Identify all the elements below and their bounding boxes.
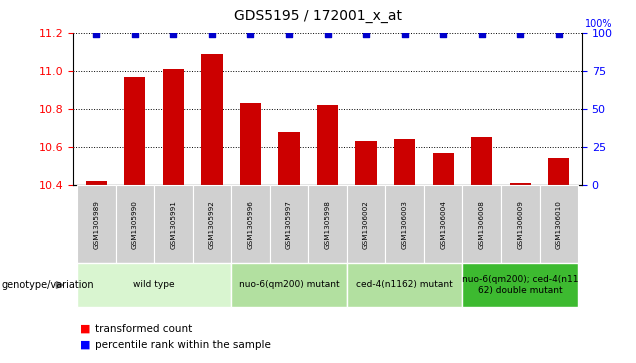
Text: ■: ■ <box>80 323 90 334</box>
Point <box>130 31 140 37</box>
Text: GSM1305992: GSM1305992 <box>209 200 215 249</box>
Text: GSM1306003: GSM1306003 <box>401 200 408 249</box>
Text: GSM1305997: GSM1305997 <box>286 200 292 249</box>
Point <box>438 31 448 37</box>
Point <box>245 31 256 37</box>
Point <box>91 31 101 37</box>
Text: ced-4(n1162) mutant: ced-4(n1162) mutant <box>356 281 453 289</box>
Bar <box>548 159 569 185</box>
Point <box>169 31 179 37</box>
Text: GSM1305996: GSM1305996 <box>247 200 254 249</box>
Point <box>399 31 410 37</box>
Point <box>284 31 294 37</box>
Text: percentile rank within the sample: percentile rank within the sample <box>95 340 272 350</box>
Bar <box>356 141 377 185</box>
Text: GSM1305989: GSM1305989 <box>93 200 99 249</box>
Bar <box>509 183 531 185</box>
Point <box>322 31 333 37</box>
Text: GSM1306008: GSM1306008 <box>479 200 485 249</box>
Text: GSM1306010: GSM1306010 <box>556 200 562 249</box>
Text: GSM1306002: GSM1306002 <box>363 200 369 249</box>
Text: GSM1306004: GSM1306004 <box>440 200 446 249</box>
Point <box>361 31 371 37</box>
Text: GSM1305991: GSM1305991 <box>170 200 176 249</box>
Text: GDS5195 / 172001_x_at: GDS5195 / 172001_x_at <box>234 9 402 23</box>
Bar <box>202 54 223 185</box>
Text: GSM1305998: GSM1305998 <box>324 200 331 249</box>
Text: wild type: wild type <box>134 281 175 289</box>
Point <box>515 31 525 37</box>
Text: GSM1306009: GSM1306009 <box>517 200 523 249</box>
Bar <box>124 77 146 185</box>
Bar <box>240 103 261 185</box>
Text: GSM1305990: GSM1305990 <box>132 200 138 249</box>
Bar <box>432 153 453 185</box>
Point <box>207 31 217 37</box>
Point <box>554 31 564 37</box>
Text: nuo-6(qm200) mutant: nuo-6(qm200) mutant <box>238 281 340 289</box>
Bar <box>279 132 300 185</box>
Bar <box>163 69 184 185</box>
Text: transformed count: transformed count <box>95 323 193 334</box>
Bar <box>86 182 107 185</box>
Bar <box>317 105 338 185</box>
Text: nuo-6(qm200); ced-4(n11
62) double mutant: nuo-6(qm200); ced-4(n11 62) double mutan… <box>462 275 579 295</box>
Bar <box>471 138 492 185</box>
Text: 100%: 100% <box>585 19 612 29</box>
Point <box>476 31 487 37</box>
Text: genotype/variation: genotype/variation <box>1 280 94 290</box>
Text: ■: ■ <box>80 340 90 350</box>
Bar <box>394 139 415 185</box>
